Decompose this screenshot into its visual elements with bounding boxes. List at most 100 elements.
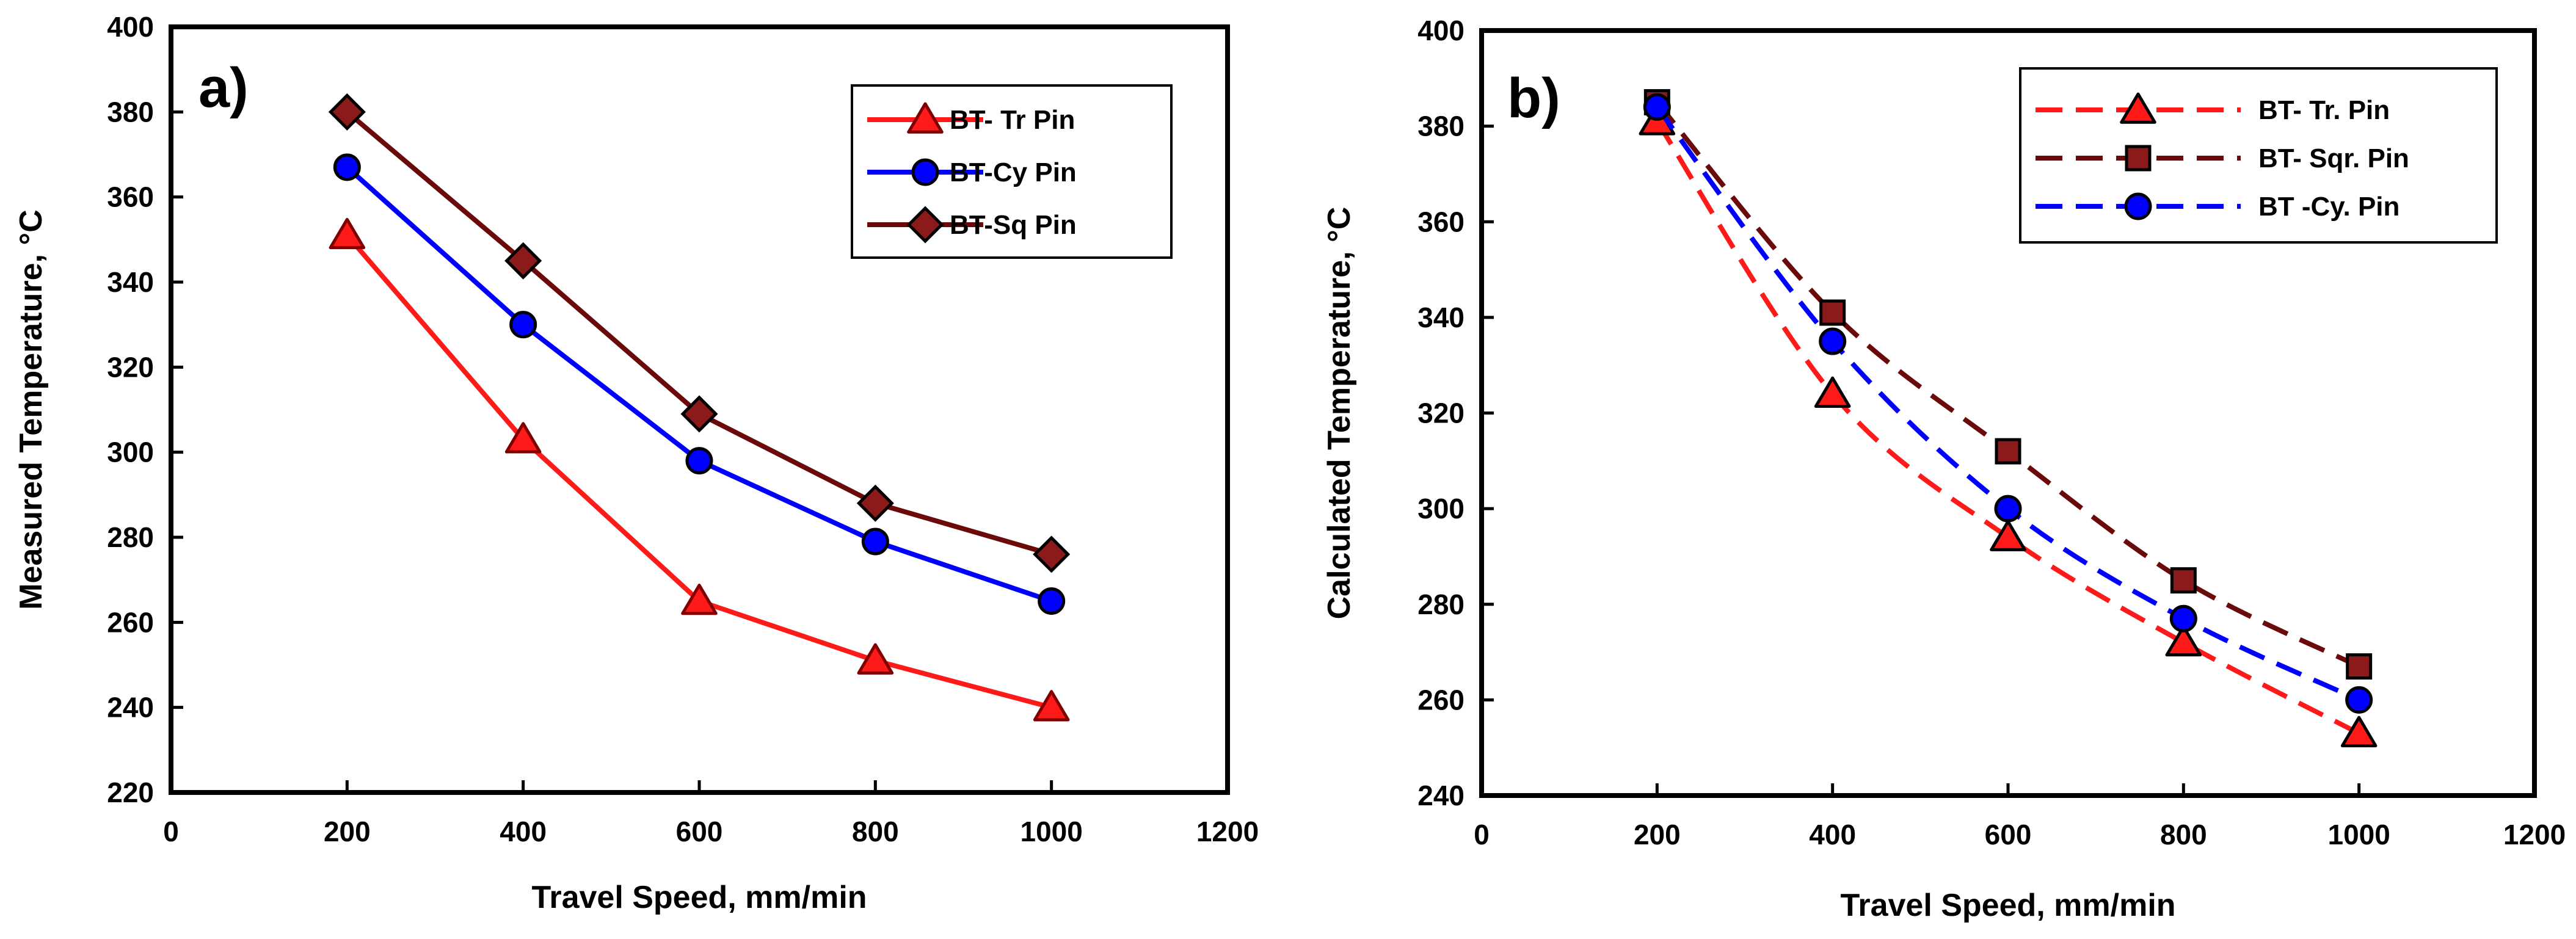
x-tick-label: 1200 <box>2503 819 2566 850</box>
legend-entry: BT- Tr. Pin <box>2036 92 2390 125</box>
legend-label: BT- Tr Pin <box>950 105 1075 135</box>
legend-label: BT- Tr. Pin <box>2258 95 2390 125</box>
legend-label: BT -Cy. Pin <box>2258 192 2400 222</box>
y-tick-label: 360 <box>1417 206 1464 237</box>
x-tick-label: 600 <box>1985 819 2032 850</box>
series-bt-tr-pin <box>329 217 1070 722</box>
data-point <box>333 153 361 181</box>
legend-marker <box>906 206 944 244</box>
y-tick-label: 380 <box>107 96 154 128</box>
legend-label: BT- Sqr. Pin <box>2258 143 2409 173</box>
chart-a: 0 200 400 600 800 1000 1200 220 240 260 280 300 320 3… <box>13 11 1259 915</box>
y-tick-label: 320 <box>107 351 154 383</box>
data-point <box>328 93 366 131</box>
data-point <box>681 584 718 615</box>
legend-marker <box>907 102 944 134</box>
data-point <box>1033 690 1070 722</box>
y-tick-label: 280 <box>107 521 154 553</box>
x-tick-label: 600 <box>676 816 723 847</box>
y-tick-label: 240 <box>1417 780 1464 811</box>
legend-marker <box>911 158 939 186</box>
y-tick-label: 380 <box>1417 111 1464 142</box>
y-tick-label: 300 <box>107 437 154 468</box>
data-point <box>1995 438 2021 465</box>
chart-b: 0 200 400 600 800 1000 1200 240 260 280 300 320 340 3… <box>1322 15 2566 923</box>
x-tick-label: 800 <box>2160 819 2207 850</box>
legend-entry: BT-Sq Pin <box>867 206 1077 244</box>
data-point <box>1819 299 1846 326</box>
y-axis-title: Calculated Temperature, °C <box>1322 207 1357 620</box>
data-point <box>1033 535 1071 573</box>
data-point <box>2346 653 2373 680</box>
data-point <box>857 643 894 675</box>
series-bt-cy-pin <box>1643 93 2373 714</box>
data-point <box>1819 327 1847 355</box>
data-point <box>2345 686 2373 714</box>
series-line <box>1654 120 2360 736</box>
data-point <box>329 217 366 250</box>
data-point <box>1994 495 2022 523</box>
data-point <box>1643 93 1671 121</box>
series-bt-sq-pin <box>328 93 1071 573</box>
y-tick-label: 260 <box>107 606 154 638</box>
x-axis-title: Travel Speed, mm/min <box>1840 888 2175 923</box>
series-bt-cy-pin <box>333 153 1066 615</box>
data-point <box>509 311 537 339</box>
legend-marker <box>2124 192 2152 220</box>
data-point <box>856 484 894 522</box>
legend-entry: BT- Sqr. Pin <box>2036 143 2409 173</box>
data-point <box>2165 625 2202 657</box>
y-tick-label: 300 <box>1417 493 1464 524</box>
y-axis-title-text: Measured Temperature, <box>13 245 49 610</box>
legend: BT- Tr Pin BT-Cy Pin BT-Sq Pin <box>851 84 1173 259</box>
x-tick-label: 0 <box>1474 819 1490 850</box>
legend-label: BT-Cy Pin <box>950 158 1077 187</box>
y-tick-label: 240 <box>107 692 154 723</box>
data-point <box>1814 376 1851 408</box>
y-tick-label: 400 <box>107 11 154 43</box>
x-tick-label: 200 <box>324 816 371 847</box>
y-tick-label: 280 <box>1417 589 1464 620</box>
y-tick-label: 260 <box>1417 684 1464 716</box>
x-tick-label: 200 <box>1634 819 1681 850</box>
data-point <box>504 242 542 280</box>
data-point <box>1990 520 2026 551</box>
data-point <box>2340 716 2378 747</box>
y-tick-label: 400 <box>1417 15 1464 46</box>
y-tick-label: 340 <box>107 266 154 298</box>
data-point <box>2169 604 2197 633</box>
panel-label: a) <box>198 57 249 119</box>
series-bt-sqr-pin <box>1643 89 2373 680</box>
x-axis-title: Travel Speed, mm/min <box>531 880 867 915</box>
x-tick-label: 1000 <box>1020 816 1082 847</box>
y-axis-title-unit: °C <box>13 209 49 245</box>
y-axis-title-text: Calculated Temperature, <box>1322 242 1357 619</box>
legend-box <box>2019 67 2498 244</box>
x-tick-label: 0 <box>163 816 179 847</box>
series-bt-tr-pin <box>1639 104 2378 747</box>
series-line <box>1655 100 2360 669</box>
legend: BT- Tr. Pin BT- Sqr. Pin BT -Cy. Pin <box>2019 67 2498 244</box>
panel-label: b) <box>1507 67 1560 129</box>
x-tick-label: 1200 <box>1196 816 1259 847</box>
data-point <box>685 447 713 475</box>
data-point <box>504 422 542 454</box>
x-tick-label: 800 <box>852 816 899 847</box>
legend-label: BT-Sq Pin <box>950 210 1077 240</box>
legend-entry: BT -Cy. Pin <box>2036 192 2400 222</box>
y-axis-title: Measured Temperature, °C <box>13 209 49 610</box>
y-tick-label: 360 <box>107 181 154 213</box>
x-tick-label: 1000 <box>2327 819 2390 850</box>
series-line <box>1655 105 2360 703</box>
x-tick-label: 400 <box>500 816 547 847</box>
data-point <box>2170 567 2197 594</box>
data-point <box>861 528 889 556</box>
y-tick-label: 340 <box>1417 302 1464 333</box>
y-axis-title-unit: °C <box>1322 207 1357 242</box>
y-tick-label: 220 <box>107 777 154 808</box>
data-point <box>1038 587 1066 615</box>
legend-marker <box>2125 145 2152 172</box>
legend-entry: BT- Tr Pin <box>867 102 1075 135</box>
x-tick-label: 400 <box>1809 819 1856 850</box>
